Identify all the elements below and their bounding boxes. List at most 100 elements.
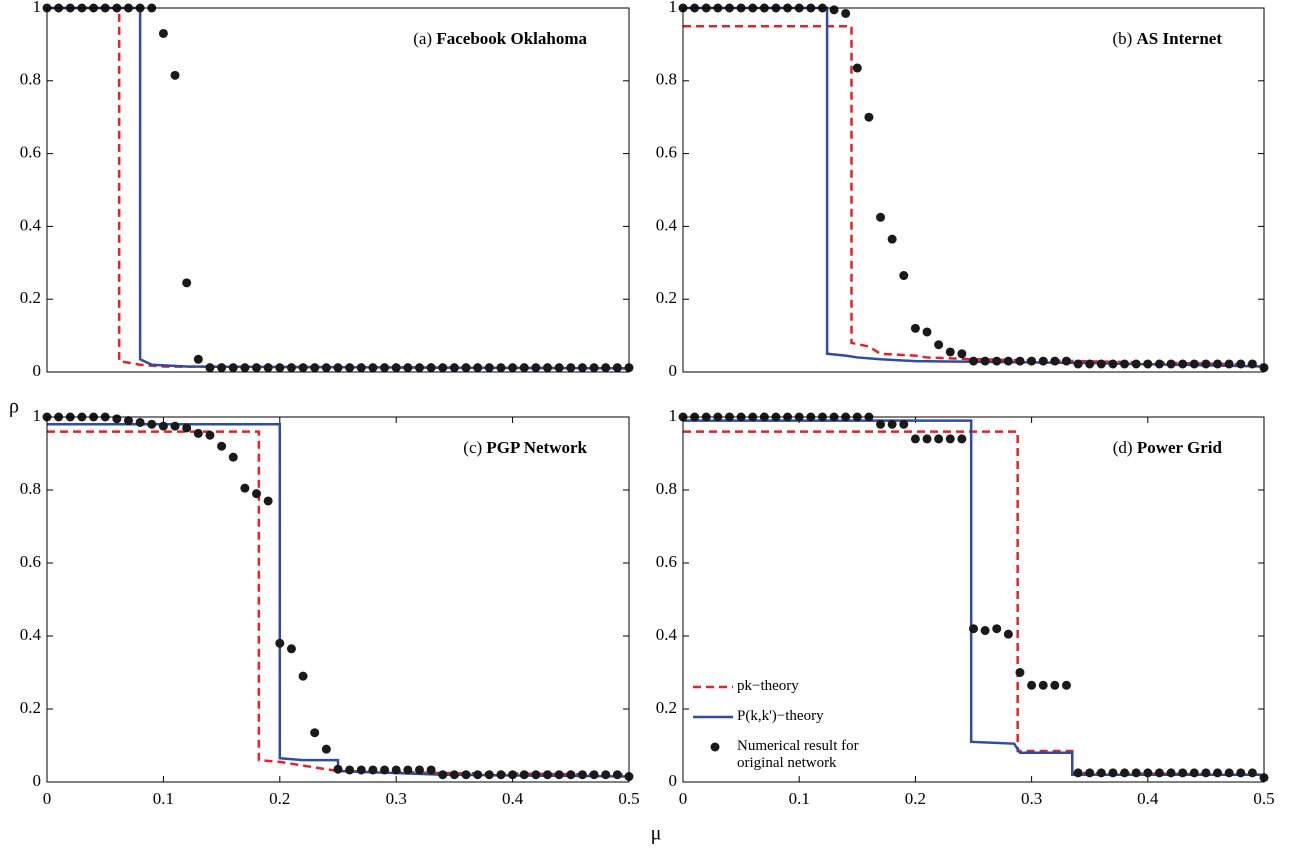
data-point xyxy=(992,356,1002,366)
plot-frame xyxy=(682,416,1265,783)
data-point xyxy=(577,770,587,780)
data-point xyxy=(934,434,944,444)
data-point xyxy=(252,489,262,499)
data-point xyxy=(310,363,320,373)
y-tick-label: 1 xyxy=(669,0,678,16)
data-point xyxy=(1120,359,1130,369)
data-point xyxy=(922,434,932,444)
data-point xyxy=(391,765,401,775)
data-point xyxy=(554,363,564,373)
data-point xyxy=(519,770,529,780)
series-line xyxy=(683,430,1265,776)
legend-label: P(k,k')−theory xyxy=(737,708,824,724)
y-tick-label: 0.8 xyxy=(20,70,41,89)
data-point xyxy=(969,624,978,634)
panel-letter: (c) xyxy=(463,438,482,457)
data-point xyxy=(240,483,250,493)
data-point xyxy=(123,416,133,426)
data-point xyxy=(240,363,250,373)
data-point xyxy=(1038,680,1048,690)
data-point xyxy=(566,770,576,780)
data-point xyxy=(1143,768,1153,778)
data-point xyxy=(852,63,862,73)
x-tick-label: 0.3 xyxy=(386,789,407,808)
data-point xyxy=(1027,356,1037,366)
data-point xyxy=(263,363,273,373)
plot-frame xyxy=(46,7,630,373)
data-point xyxy=(841,8,851,18)
data-point xyxy=(612,770,622,780)
panel-title: (c) PGP Network xyxy=(463,438,587,457)
data-point xyxy=(508,770,518,780)
y-tick-label: 0.2 xyxy=(656,698,677,717)
legend-entry: Numerical result for original network xyxy=(737,738,859,771)
data-point xyxy=(333,764,343,774)
data-point xyxy=(1015,356,1025,366)
x-tick-label: 0 xyxy=(43,789,52,808)
panel-name: AS Internet xyxy=(1137,29,1223,48)
data-point xyxy=(182,423,192,433)
data-point xyxy=(1073,359,1083,369)
legend-marker xyxy=(710,742,720,752)
data-point xyxy=(310,728,320,738)
data-point xyxy=(899,271,909,281)
data-point xyxy=(263,496,273,506)
data-point xyxy=(217,441,227,451)
panel: 0 0.2 0.4 0.6 0.8 1 (b) AS Internet xyxy=(656,0,1269,380)
data-point xyxy=(298,363,308,373)
data-point xyxy=(217,363,227,373)
data-point xyxy=(1061,356,1071,366)
data-point xyxy=(543,770,553,780)
series-line xyxy=(683,24,1265,366)
data-point xyxy=(473,770,483,780)
data-point xyxy=(1061,680,1071,690)
panel: 0 0.2 0.4 0.6 0.8 1 0 0.1 0.2 0.3 0.4 0.5 (c) PGP Ne… xyxy=(20,406,640,808)
y-tick-label: 0.4 xyxy=(20,215,42,234)
y-tick-label: 0.6 xyxy=(20,143,41,162)
data-point xyxy=(531,363,541,373)
x-tick-label: 0.4 xyxy=(1137,789,1159,808)
panel-name: Facebook Oklahoma xyxy=(436,29,587,48)
y-tick-label: 0 xyxy=(669,771,678,790)
panel-letter: (a) xyxy=(413,29,432,48)
data-point xyxy=(1050,680,1060,690)
data-point xyxy=(135,417,145,427)
x-tick-label: 0.1 xyxy=(153,789,174,808)
data-point xyxy=(864,112,874,122)
y-tick-label: 0.8 xyxy=(20,479,41,498)
y-tick-label: 0.6 xyxy=(656,552,677,571)
data-point xyxy=(321,744,331,754)
data-point xyxy=(286,363,296,373)
y-tick-label: 1 xyxy=(33,0,42,16)
data-point xyxy=(945,347,955,357)
data-point xyxy=(275,638,285,648)
data-point xyxy=(1189,359,1199,369)
data-point xyxy=(589,770,599,780)
data-point xyxy=(543,363,553,373)
plot-frame xyxy=(682,7,1265,373)
data-point xyxy=(368,363,378,373)
y-tick-label: 0.4 xyxy=(656,215,678,234)
data-point xyxy=(829,5,839,15)
data-point xyxy=(1003,356,1013,366)
data-point xyxy=(1073,768,1083,778)
data-point xyxy=(275,363,285,373)
x-axis-label: μ xyxy=(651,823,662,845)
data-point xyxy=(380,765,390,775)
data-point xyxy=(1213,359,1223,369)
y-tick-label: 0.2 xyxy=(20,288,41,307)
data-point xyxy=(531,770,541,780)
data-point xyxy=(887,234,897,244)
data-point xyxy=(1015,668,1025,677)
data-point xyxy=(1096,768,1106,778)
series-line xyxy=(47,430,630,776)
data-point xyxy=(286,644,296,654)
y-tick-label: 1 xyxy=(33,406,42,425)
y-tick-label: 0 xyxy=(669,361,678,380)
data-point xyxy=(414,363,424,373)
data-point xyxy=(252,363,262,373)
data-point xyxy=(356,765,366,775)
data-point xyxy=(1178,768,1188,778)
data-point xyxy=(368,765,378,775)
x-tick-label: 0.5 xyxy=(1253,789,1274,808)
